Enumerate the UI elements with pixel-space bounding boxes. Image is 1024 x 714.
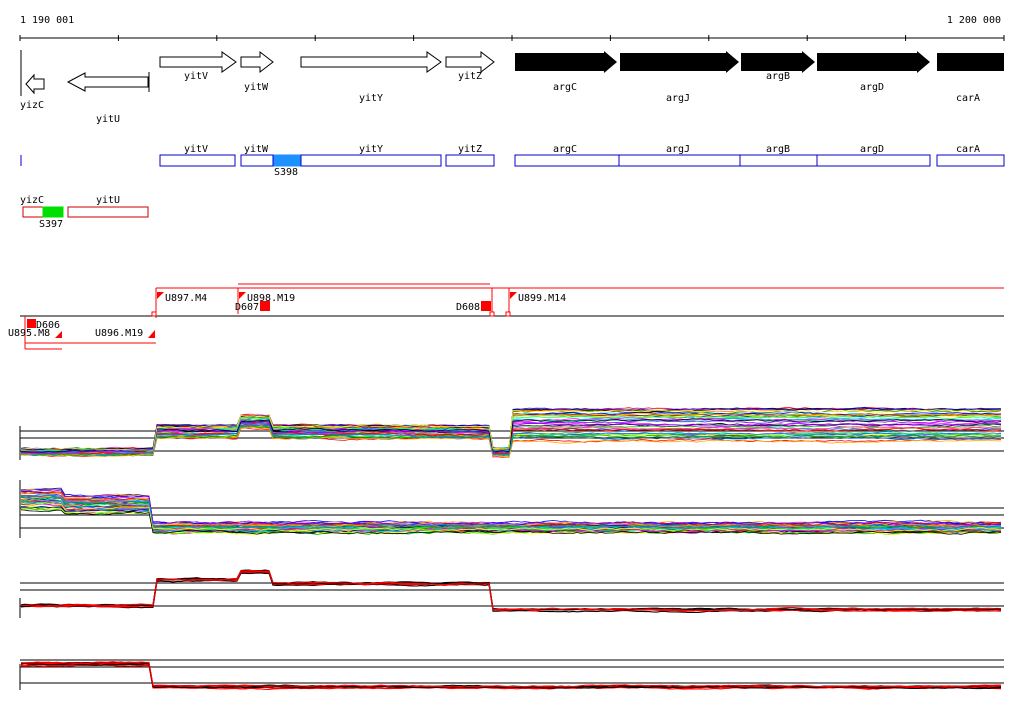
- gene-label-yitZ: yitZ: [458, 71, 482, 82]
- gene-argC[interactable]: argC: [515, 51, 617, 93]
- annot-label-yitU: yitU: [96, 195, 120, 206]
- expression-trace: [20, 570, 1002, 612]
- segment-s397[interactable]: [42, 206, 64, 218]
- gene-label-yitV: yitV: [184, 71, 208, 82]
- segment-s398[interactable]: [273, 154, 302, 167]
- expression-trace: [20, 509, 1002, 535]
- expression-trace: [20, 490, 1002, 526]
- expression-trace: [20, 661, 1002, 689]
- expression-panel-forward-multi: [19, 406, 1004, 460]
- segment-label-s397: S397: [39, 219, 63, 230]
- gene-label-argD: argD: [860, 82, 884, 93]
- expression-panel-reverse-summary: [19, 659, 1004, 690]
- gene-label-argJ: argJ: [666, 93, 690, 104]
- expression-trace: [20, 502, 1002, 532]
- expression-trace: [20, 507, 1002, 536]
- gene-label-argB: argB: [766, 71, 790, 82]
- transcript-label-d608: D608: [456, 302, 480, 313]
- gene-label-yitW: yitW: [244, 82, 269, 93]
- annot-label-argD: argD: [860, 144, 884, 155]
- expression-trace: [20, 492, 1002, 528]
- gene-label-yizC: yizC: [20, 100, 44, 111]
- transcript-label-d607: D607: [235, 302, 259, 313]
- expression-trace: [20, 661, 1002, 689]
- gene-argJ[interactable]: argJ: [620, 51, 739, 104]
- transcript-label-u897: U897.M4: [165, 293, 207, 304]
- expression-trace: [21, 571, 1002, 612]
- expression-trace: [20, 487, 1002, 525]
- expression-trace: [20, 422, 1002, 456]
- gene-carA[interactable]: carA: [937, 53, 1004, 104]
- transcript-label-d606: D606: [36, 320, 60, 331]
- ruler-start-label: 1 190 001: [20, 15, 74, 26]
- expression-trace: [20, 661, 1001, 689]
- expression-trace: [20, 662, 1002, 690]
- transcript-label-u895: U895.M8: [8, 328, 50, 339]
- annot-label-argJ: argJ: [666, 144, 690, 155]
- expression-trace: [20, 418, 1002, 453]
- gene-label-carA: carA: [956, 93, 980, 104]
- transcript-label-u896: U896.M19: [95, 328, 143, 339]
- gene-yitV[interactable]: yitV: [159, 51, 237, 82]
- ruler: 1 190 001 1 200 000: [19, 15, 1005, 41]
- annot-label-yitW: yitW: [244, 144, 269, 155]
- gene-label-yitU: yitU: [96, 114, 120, 125]
- annot-label-yitV: yitV: [184, 144, 208, 155]
- expression-panel-forward-summary: [19, 569, 1004, 618]
- expression-trace: [20, 661, 1002, 689]
- annot-label-yitY: yitY: [359, 144, 383, 155]
- expression-trace: [20, 494, 1002, 530]
- ruler-end-label: 1 200 000: [947, 15, 1001, 26]
- gene-yitU[interactable]: yitU: [66, 72, 150, 125]
- gene-label-yitY: yitY: [359, 93, 383, 104]
- transcript-track: U897.M4 U898.M19 U899.M14 U895.M8 U896.M…: [8, 283, 1004, 350]
- expression-trace: [20, 570, 1002, 611]
- expression-trace: [20, 569, 1002, 612]
- annot-label-yizC: yizC: [20, 195, 44, 206]
- annotation-reverse-track: yizC yitU S397: [20, 195, 149, 230]
- gene-argD[interactable]: argD: [817, 51, 930, 93]
- annot-label-argB: argB: [766, 144, 790, 155]
- annot-label-argC: argC: [553, 144, 577, 155]
- expression-panel-reverse-multi: [19, 480, 1004, 538]
- gene-yitY[interactable]: yitY: [300, 51, 442, 104]
- gene-label-argC: argC: [553, 82, 577, 93]
- segment-label-s398: S398: [274, 167, 298, 178]
- transcript-label-u899: U899.M14: [518, 293, 566, 304]
- annotation-forward-track: yitV yitW yitY yitZ argC argJ argB argD …: [20, 144, 1005, 178]
- expression-trace: [20, 661, 1002, 688]
- expression-trace: [20, 409, 1002, 451]
- gene-argB[interactable]: argB: [741, 51, 815, 82]
- transcript-label-u898: U898.M19: [247, 293, 295, 304]
- annot-label-carA: carA: [956, 144, 980, 155]
- gene-yitW[interactable]: yitW: [240, 50, 274, 93]
- ruler-ticks: [19, 35, 1005, 41]
- expression-trace: [20, 426, 1001, 458]
- gene-yitZ[interactable]: yitZ: [445, 50, 495, 82]
- gene-track: yizC yitU yitV yitW yitY yitZ argC: [20, 50, 1004, 125]
- annot-label-yitZ: yitZ: [458, 144, 482, 155]
- gene-yizC[interactable]: yizC: [20, 50, 45, 111]
